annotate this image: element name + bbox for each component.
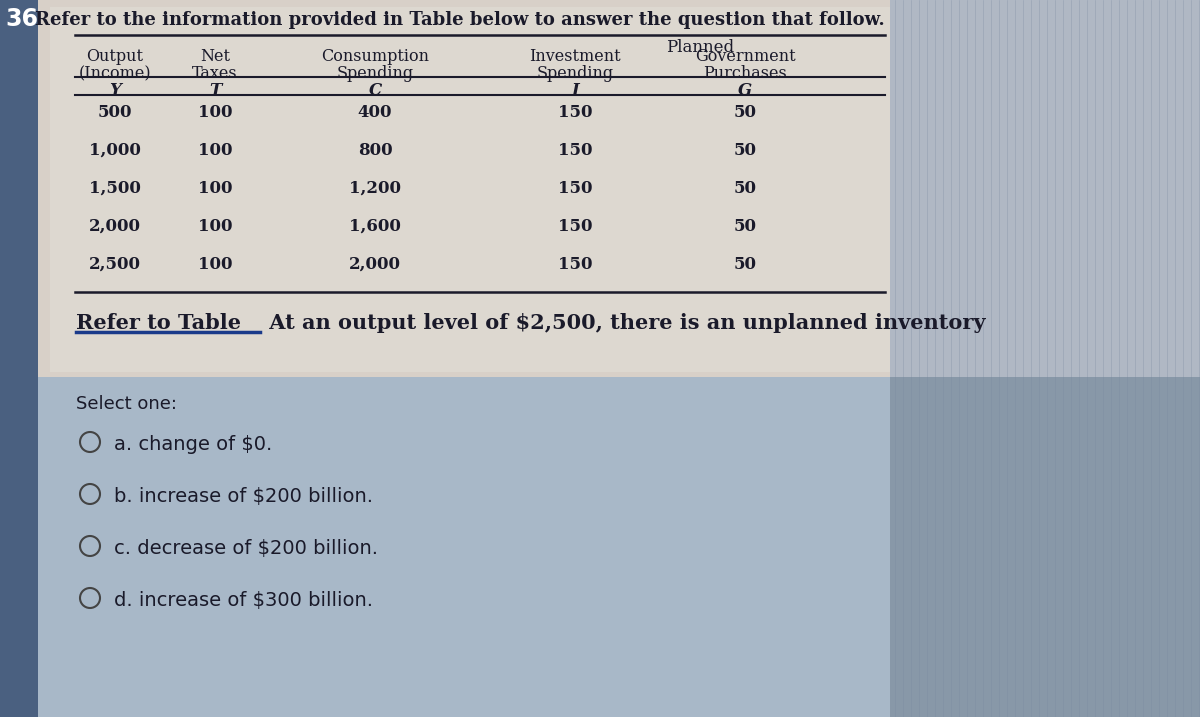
Text: 150: 150: [558, 256, 593, 273]
Text: 150: 150: [558, 180, 593, 197]
Text: 150: 150: [558, 142, 593, 159]
Text: Purchases: Purchases: [703, 65, 787, 82]
Text: 36: 36: [5, 7, 38, 31]
FancyBboxPatch shape: [50, 7, 890, 372]
Text: 100: 100: [198, 142, 233, 159]
Text: 100: 100: [198, 180, 233, 197]
FancyBboxPatch shape: [38, 0, 1200, 377]
Text: 2,000: 2,000: [89, 218, 142, 235]
Text: 2,000: 2,000: [349, 256, 401, 273]
Text: C: C: [368, 82, 382, 99]
Text: 1,200: 1,200: [349, 180, 401, 197]
Text: Spending: Spending: [336, 65, 414, 82]
Text: Output: Output: [86, 48, 144, 65]
Text: 100: 100: [198, 218, 233, 235]
Text: Investment: Investment: [529, 48, 620, 65]
Text: (Income): (Income): [79, 65, 151, 82]
Text: At an output level of $2,500, there is an unplanned inventory: At an output level of $2,500, there is a…: [262, 313, 985, 333]
FancyBboxPatch shape: [890, 377, 1200, 717]
Text: Net: Net: [200, 48, 230, 65]
Text: 100: 100: [198, 104, 233, 121]
Text: Y: Y: [109, 82, 121, 99]
Text: 1,500: 1,500: [89, 180, 140, 197]
Text: I: I: [571, 82, 578, 99]
FancyBboxPatch shape: [38, 377, 1200, 717]
Text: Refer to the information provided in Table below to answer the question that fol: Refer to the information provided in Tab…: [35, 11, 884, 29]
Text: Consumption: Consumption: [322, 48, 430, 65]
Text: Government: Government: [695, 48, 796, 65]
Text: Select one:: Select one:: [76, 395, 178, 413]
Text: 1,600: 1,600: [349, 218, 401, 235]
Text: Planned: Planned: [666, 39, 734, 56]
Text: c. decrease of $200 billion.: c. decrease of $200 billion.: [114, 539, 378, 558]
Text: 150: 150: [558, 218, 593, 235]
Text: 50: 50: [733, 142, 756, 159]
Text: 1,000: 1,000: [89, 142, 140, 159]
Text: 50: 50: [733, 180, 756, 197]
Text: 500: 500: [97, 104, 132, 121]
Text: a. change of $0.: a. change of $0.: [114, 435, 272, 454]
Text: 50: 50: [733, 104, 756, 121]
Text: T: T: [209, 82, 221, 99]
Text: Taxes: Taxes: [192, 65, 238, 82]
Text: Refer to Table: Refer to Table: [76, 313, 241, 333]
Text: 2,500: 2,500: [89, 256, 142, 273]
Text: 50: 50: [733, 218, 756, 235]
Text: d. increase of $300 billion.: d. increase of $300 billion.: [114, 591, 373, 610]
Text: Spending: Spending: [536, 65, 613, 82]
Text: 50: 50: [733, 256, 756, 273]
Text: 800: 800: [358, 142, 392, 159]
FancyBboxPatch shape: [0, 0, 38, 717]
Text: 150: 150: [558, 104, 593, 121]
Text: 100: 100: [198, 256, 233, 273]
Text: G: G: [738, 82, 752, 99]
Text: b. increase of $200 billion.: b. increase of $200 billion.: [114, 487, 373, 506]
Text: 400: 400: [358, 104, 392, 121]
FancyBboxPatch shape: [890, 0, 1200, 377]
